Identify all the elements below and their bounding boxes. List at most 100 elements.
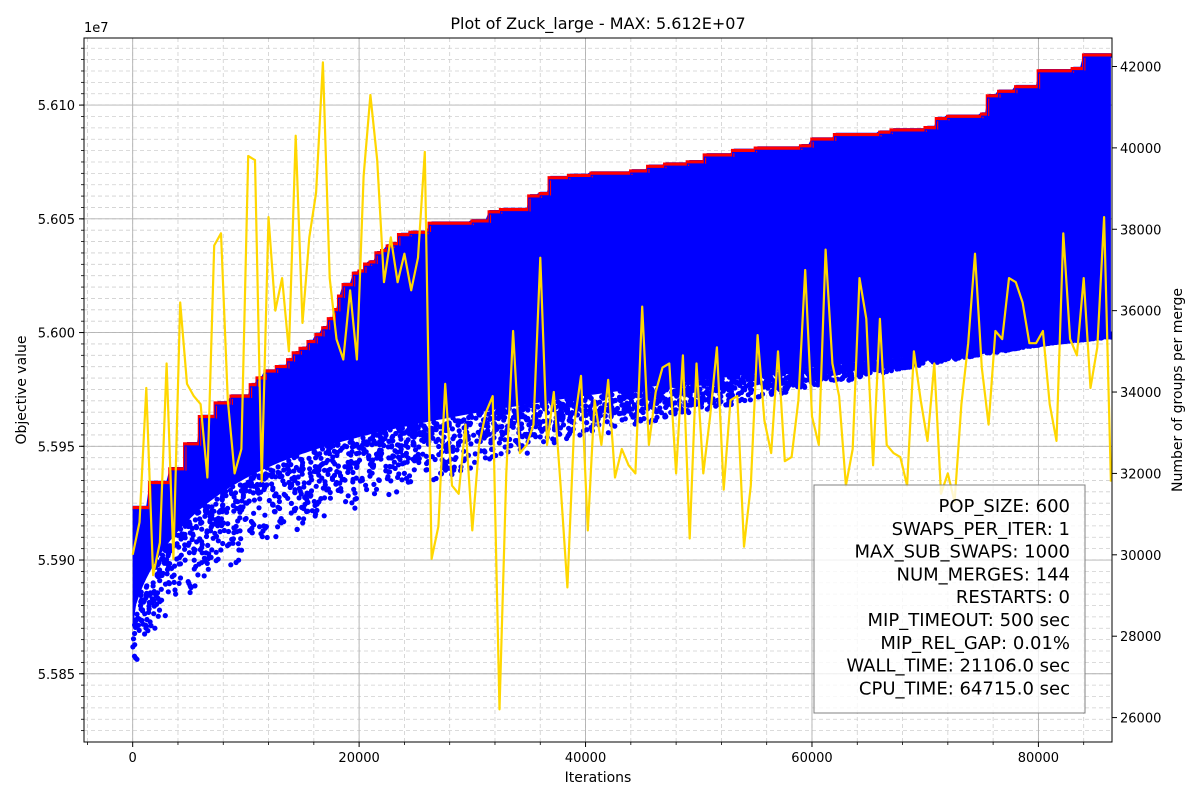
scatter-point	[224, 509, 230, 515]
scatter-point	[352, 496, 358, 502]
scatter-point	[499, 432, 506, 438]
scatter-point	[275, 524, 281, 530]
scatter-point	[967, 354, 973, 360]
scatter-point	[371, 431, 377, 437]
scatter-point	[405, 444, 411, 450]
scatter-point	[674, 393, 680, 399]
scatter-point	[207, 519, 213, 525]
scatter-point	[767, 373, 773, 379]
scatter-point	[248, 480, 254, 486]
scatter-point	[146, 609, 152, 616]
scatter-point	[316, 499, 322, 505]
scatter-point	[261, 523, 267, 529]
scatter-point	[320, 485, 326, 491]
scatter-point	[270, 468, 276, 474]
scatter-point	[1046, 340, 1052, 346]
scatter-point	[246, 498, 252, 504]
scatter-point	[972, 352, 978, 358]
scatter-point	[133, 655, 139, 661]
scatter-point	[353, 475, 359, 481]
scatter-point	[622, 406, 628, 412]
scatter-point	[264, 534, 270, 541]
scatter-point	[616, 410, 622, 416]
scatter-point	[181, 532, 187, 539]
scatter-point	[722, 384, 728, 390]
scatter-point	[454, 447, 460, 453]
scatter-point	[350, 469, 356, 476]
scatter-point	[526, 422, 532, 428]
scatter-point	[301, 480, 307, 486]
scatter-point	[728, 392, 735, 398]
scatter-point	[143, 625, 149, 631]
scatter-point	[469, 414, 475, 420]
scatter-point	[199, 545, 205, 551]
scatter-point	[416, 459, 422, 466]
scatter-point	[192, 547, 198, 553]
scatter-point	[277, 505, 283, 512]
scatter-point	[137, 603, 144, 609]
scatter-point	[177, 575, 184, 581]
scatter-point	[787, 376, 793, 382]
scatter-point	[214, 496, 220, 502]
scatter-point	[396, 428, 402, 434]
scatter-point	[942, 354, 948, 360]
scatter-point	[156, 607, 163, 613]
scatter-point	[135, 615, 141, 621]
scatter-point	[934, 359, 941, 365]
scatter-point	[249, 530, 255, 536]
scatter-point	[408, 479, 414, 485]
scatter-point	[401, 470, 407, 476]
scatter-point	[139, 608, 146, 614]
scatter-point	[294, 526, 300, 533]
scatter-point	[235, 541, 241, 547]
scatter-point	[485, 424, 491, 430]
scatter-point	[890, 358, 896, 364]
scatter-point	[452, 418, 458, 424]
y2-tick-label: 40000	[1120, 142, 1161, 157]
scatter-point	[502, 437, 508, 443]
scatter-point	[1019, 343, 1025, 349]
scatter-point	[688, 397, 694, 403]
scatter-point	[209, 504, 215, 510]
scatter-point	[370, 457, 376, 463]
scatter-point	[902, 365, 908, 371]
scatter-point	[357, 478, 363, 484]
scatter-point	[391, 453, 397, 459]
scatter-point	[152, 625, 158, 631]
scatter-point	[240, 504, 246, 510]
scatter-point	[433, 427, 439, 433]
y2-tick-label: 26000	[1120, 712, 1161, 727]
scatter-point	[240, 485, 246, 491]
scatter-point	[649, 392, 655, 398]
scatter-point	[323, 460, 329, 466]
scatter-point	[361, 450, 367, 456]
scatter-point	[142, 631, 148, 637]
scatter-point	[240, 492, 246, 498]
scatter-point	[164, 571, 170, 577]
scatter-point	[933, 353, 939, 359]
scatter-point	[206, 555, 212, 562]
scatter-point	[175, 532, 181, 539]
scatter-point	[385, 474, 391, 480]
scatter-point	[296, 467, 302, 473]
scatter-point	[401, 430, 407, 436]
scatter-point	[616, 394, 623, 400]
scatter-point	[387, 469, 393, 475]
scatter-point	[524, 450, 530, 456]
scatter-point	[423, 453, 429, 459]
scatter-point	[388, 478, 394, 484]
scatter-point	[392, 465, 398, 471]
scatter-point	[886, 360, 892, 366]
scatter-point	[457, 433, 463, 439]
scatter-point	[415, 425, 421, 431]
scatter-point	[350, 479, 356, 485]
scatter-point	[456, 418, 462, 424]
scatter-point	[230, 536, 236, 542]
scatter-point	[314, 464, 320, 470]
scatter-point	[360, 435, 366, 441]
scatter-point	[273, 491, 279, 497]
scatter-point	[786, 382, 792, 388]
scatter-point	[1098, 334, 1104, 340]
scatter-point	[300, 460, 306, 466]
scatter-point	[189, 536, 195, 543]
